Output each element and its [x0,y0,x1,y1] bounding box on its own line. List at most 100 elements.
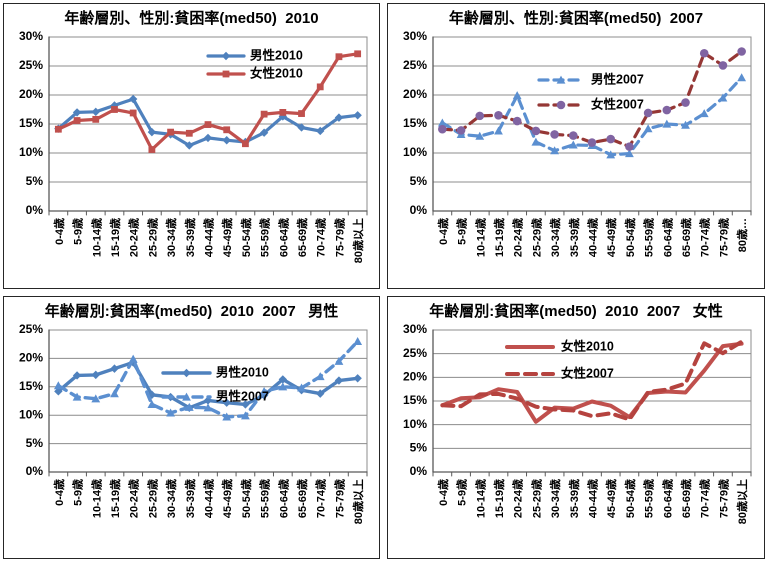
line-chart-poverty-2007: 0% 5% 10% 15% 20% 25% 30% 0-4歳 5-9歳 10-14歳 15-19歳 2… [403,29,752,257]
svg-text:50-54歳: 50-54歳 [623,479,637,518]
svg-text:女性2007: 女性2007 [591,96,644,111]
svg-text:5%: 5% [410,174,428,188]
svg-text:35-39歳: 35-39歳 [567,218,581,257]
svg-text:75-79歳: 75-79歳 [716,218,730,257]
chart-title: 年齢層別、性別:貧困率(med50) 2007 [448,10,704,27]
svg-text:55-59歳: 55-59歳 [642,479,656,518]
svg-text:65-69歳: 65-69歳 [679,479,693,518]
svg-text:10%: 10% [19,407,43,421]
svg-text:30-34歳: 30-34歳 [164,479,178,518]
chart-title: 年齢層別:貧困率(med50) 2010 2007 女性 [429,303,723,320]
svg-text:35-39歳: 35-39歳 [183,479,197,518]
svg-text:10-14歳: 10-14歳 [473,218,487,257]
svg-text:0%: 0% [410,203,428,217]
svg-text:20%: 20% [19,350,43,364]
svg-text:45-49歳: 45-49歳 [604,218,618,257]
svg-text:30-34歳: 30-34歳 [548,479,562,518]
svg-text:0%: 0% [410,464,428,478]
svg-text:30-34歳: 30-34歳 [164,218,178,257]
svg-text:女性2007: 女性2007 [561,365,614,380]
svg-text:60-64歳: 60-64歳 [660,479,674,518]
svg-text:65-69歳: 65-69歳 [295,479,309,518]
svg-text:5%: 5% [26,436,44,450]
svg-text:5%: 5% [26,174,44,188]
svg-text:10-14歳: 10-14歳 [89,218,103,257]
svg-text:80歳以上: 80歳以上 [351,218,365,263]
chart-panel-poverty-2007: 年齢層別、性別:貧困率(med50) 2007 0% 5% 10% 15% 20% 25%… [387,3,765,289]
svg-text:女性2010: 女性2010 [561,338,614,353]
svg-text:15-19歳: 15-19歳 [108,479,122,518]
chart-title: 年齢層別:貧困率(med50) 2010 2007 男性 [44,303,339,320]
svg-text:15-19歳: 15-19歳 [492,479,506,518]
svg-text:5-9歳: 5-9歳 [455,218,469,245]
svg-text:女性2010: 女性2010 [250,65,303,80]
svg-text:20-24歳: 20-24歳 [127,218,141,257]
svg-text:70-74歳: 70-74歳 [314,218,328,257]
svg-text:0-4歳: 0-4歳 [436,218,450,245]
svg-text:40-44歳: 40-44歳 [586,218,600,257]
svg-text:男性2010: 男性2010 [250,47,303,62]
chart-panel-poverty-2010: 年齢層別、性別:貧困率(med50) 2010 0% 5% 10% 15% 20% 25%… [3,3,380,289]
chart-panel-poverty-female: 年齢層別:貧困率(med50) 2010 2007 女性 0% 5% 10% 15% 2… [387,296,765,559]
svg-text:0-4歳: 0-4歳 [52,479,66,506]
line-chart-poverty-female: 0% 5% 10% 15% 20% 25% 30% 0-4歳 5-9歳 10-14歳 15-19歳 2… [403,322,752,524]
svg-text:15-19歳: 15-19歳 [492,218,506,257]
svg-text:60-64歳: 60-64歳 [660,218,674,257]
svg-text:25%: 25% [19,322,43,336]
svg-text:80歳…: 80歳… [735,218,749,252]
svg-text:65-69歳: 65-69歳 [295,218,309,257]
svg-text:35-39歳: 35-39歳 [567,479,581,518]
svg-text:80歳以上: 80歳以上 [735,479,749,524]
svg-text:60-64歳: 60-64歳 [276,218,290,257]
svg-text:55-59歳: 55-59歳 [258,218,272,257]
svg-text:40-44歳: 40-44歳 [586,479,600,518]
svg-text:70-74歳: 70-74歳 [698,479,712,518]
svg-text:20%: 20% [19,87,43,101]
svg-text:45-49歳: 45-49歳 [220,479,234,518]
svg-text:5-9歳: 5-9歳 [71,479,85,506]
svg-text:50-54歳: 50-54歳 [239,218,253,257]
line-chart-poverty-2010: 0% 5% 10% 15% 20% 25% 30% 0-4歳 5-9歳 10-14歳 15-19歳 2… [19,29,368,263]
svg-text:65-69歳: 65-69歳 [679,218,693,257]
chart-panel-poverty-male: 年齢層別:貧困率(med50) 2010 2007 男性 0% 5% 10% 15% 2… [3,296,380,559]
svg-text:10%: 10% [403,417,427,431]
svg-text:70-74歳: 70-74歳 [698,218,712,257]
svg-text:75-79歳: 75-79歳 [716,479,730,518]
svg-text:15%: 15% [403,116,427,130]
svg-text:60-64歳: 60-64歳 [276,479,290,518]
svg-text:15%: 15% [19,379,43,393]
svg-text:0%: 0% [26,464,44,478]
svg-text:25-29歳: 25-29歳 [145,218,159,257]
svg-text:10%: 10% [19,145,43,159]
svg-text:45-49歳: 45-49歳 [604,479,618,518]
svg-text:5-9歳: 5-9歳 [71,218,85,245]
chart-title: 年齢層別、性別:貧困率(med50) 2010 [64,10,319,27]
svg-text:20%: 20% [403,369,427,383]
svg-text:20-24歳: 20-24歳 [511,479,525,518]
svg-text:75-79歳: 75-79歳 [332,218,346,257]
svg-text:男性2010: 男性2010 [216,364,269,379]
svg-text:50-54歳: 50-54歳 [623,218,637,257]
svg-text:70-74歳: 70-74歳 [314,479,328,518]
svg-text:0-4歳: 0-4歳 [52,218,66,245]
svg-text:5%: 5% [410,440,428,454]
svg-text:25-29歳: 25-29歳 [145,479,159,518]
svg-text:25%: 25% [19,58,43,72]
svg-text:25%: 25% [403,346,427,360]
svg-text:25%: 25% [403,58,427,72]
svg-text:30-34歳: 30-34歳 [548,218,562,257]
svg-text:45-49歳: 45-49歳 [220,218,234,257]
svg-text:男性2007: 男性2007 [216,388,269,403]
svg-text:80歳以上: 80歳以上 [351,479,365,524]
svg-text:0-4歳: 0-4歳 [436,479,450,506]
svg-text:10-14歳: 10-14歳 [473,479,487,518]
svg-text:15%: 15% [19,116,43,130]
svg-text:50-54歳: 50-54歳 [239,479,253,518]
svg-text:0%: 0% [26,203,44,217]
svg-text:5-9歳: 5-9歳 [455,479,469,506]
svg-text:30%: 30% [403,29,427,43]
svg-text:10-14歳: 10-14歳 [89,479,103,518]
svg-text:25-29歳: 25-29歳 [529,479,543,518]
svg-text:20-24歳: 20-24歳 [511,218,525,257]
